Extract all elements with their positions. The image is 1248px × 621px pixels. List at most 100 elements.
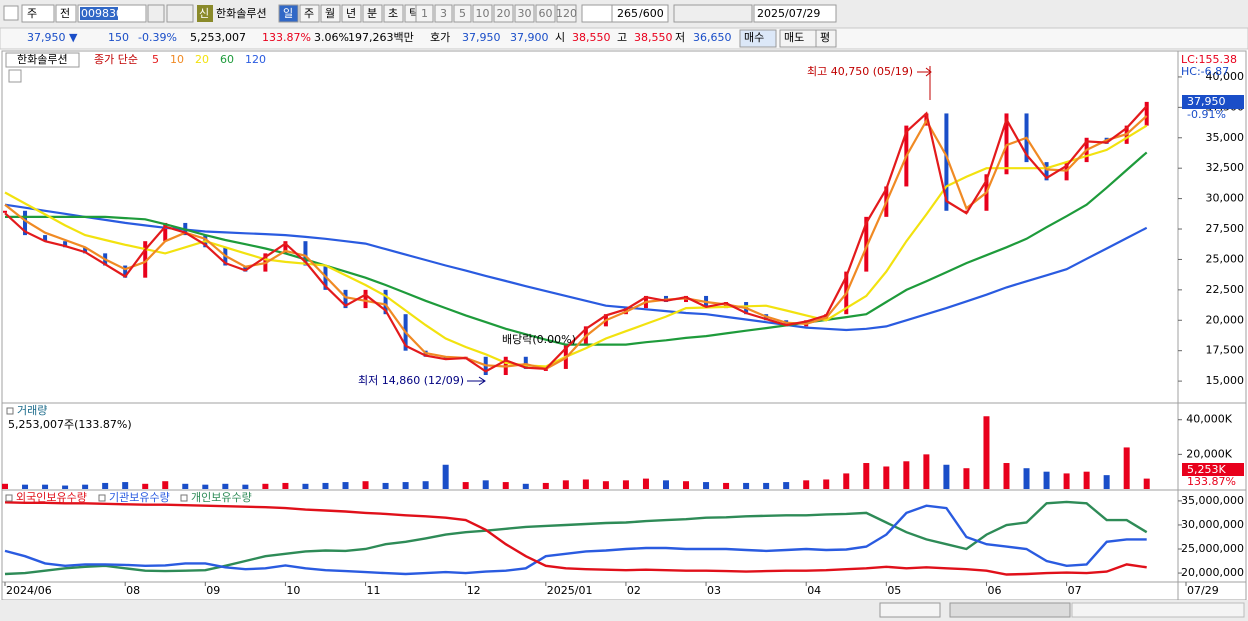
drawing-tools[interactable] bbox=[1071, 602, 1245, 618]
legend-name-box bbox=[5, 52, 80, 68]
quote-ask: 37,950 bbox=[462, 31, 501, 44]
quote-high-label: 고 bbox=[617, 31, 627, 44]
quote-high: 38,550 bbox=[634, 31, 673, 44]
volume-bar bbox=[242, 484, 249, 489]
interval-btn[interactable] bbox=[472, 4, 493, 23]
y-tick-label: 20,000K bbox=[1186, 447, 1232, 460]
volume-bar bbox=[202, 484, 209, 489]
quote-button[interactable] bbox=[739, 29, 777, 48]
period-btn[interactable] bbox=[362, 4, 383, 23]
period-btn[interactable] bbox=[299, 4, 320, 23]
period-btn[interactable] bbox=[383, 4, 404, 23]
y-tick-label: 25,000 bbox=[1206, 252, 1245, 265]
interval-btn[interactable] bbox=[453, 4, 472, 23]
price-bar bbox=[163, 222, 168, 242]
legend-item: 개인보유수량 bbox=[191, 491, 252, 504]
hc-label: HC:-6.87 bbox=[1181, 65, 1229, 78]
volume-bar bbox=[502, 482, 509, 489]
last-price: 37,950 bbox=[1187, 95, 1226, 108]
count: 265 bbox=[617, 7, 638, 20]
volume-bar bbox=[783, 482, 790, 489]
volume-bar bbox=[462, 482, 469, 489]
prefix-select[interactable] bbox=[55, 4, 77, 23]
quote-bid: 37,900 bbox=[510, 31, 549, 44]
last-price-box bbox=[1182, 95, 1244, 109]
interval-btn[interactable] bbox=[535, 4, 556, 23]
legend-item: 기관보유수량 bbox=[109, 491, 170, 504]
volume-bar bbox=[903, 461, 910, 489]
scroll-thumb[interactable] bbox=[949, 602, 1071, 618]
menu-icon[interactable] bbox=[3, 5, 19, 21]
series-line bbox=[5, 151, 1148, 346]
quote-turnover: 3.06% bbox=[314, 31, 349, 44]
volume-bar bbox=[222, 483, 229, 489]
interval: 10 bbox=[476, 7, 490, 20]
table-icon[interactable] bbox=[8, 69, 22, 83]
y-tick-label: 30,000 bbox=[1206, 192, 1245, 205]
period: 분 bbox=[367, 7, 377, 20]
tool-icons[interactable] bbox=[673, 4, 753, 23]
x-tick-label: 05 bbox=[887, 584, 901, 597]
volume-bar bbox=[142, 483, 149, 489]
y-tick-label: 17,500 bbox=[1206, 344, 1245, 357]
volume-bar bbox=[582, 479, 589, 489]
count-box[interactable] bbox=[611, 4, 669, 23]
y-tick-label: 32,500 bbox=[1206, 161, 1245, 174]
quote-price: 37,950 ▼ bbox=[27, 31, 78, 44]
scroll-buttons[interactable] bbox=[879, 602, 941, 618]
right-axis-area bbox=[1177, 50, 1247, 601]
volume-bar bbox=[122, 482, 129, 489]
quote-rate: -0.39% bbox=[138, 31, 177, 44]
lc-label: LC:155.38 bbox=[1181, 53, 1237, 66]
interval: 3 bbox=[440, 7, 447, 20]
volume-bar bbox=[963, 468, 970, 489]
volume-bar bbox=[562, 480, 569, 489]
legend-item: 120 bbox=[245, 53, 266, 66]
legend-square bbox=[98, 494, 106, 502]
period-btn[interactable] bbox=[278, 4, 299, 23]
interval: 60 bbox=[539, 7, 553, 20]
legend-title: 종가 단순 bbox=[94, 53, 138, 66]
quote-open: 38,550 bbox=[572, 31, 611, 44]
volume-bar bbox=[943, 464, 950, 489]
search-btn[interactable] bbox=[147, 4, 165, 23]
interval-btn[interactable] bbox=[415, 4, 434, 23]
quote-button[interactable] bbox=[815, 29, 837, 48]
period: 월 bbox=[325, 7, 335, 20]
interval-btn[interactable] bbox=[514, 4, 535, 23]
interval-btn[interactable] bbox=[434, 4, 453, 23]
sound-btn[interactable] bbox=[166, 4, 194, 23]
market-select[interactable] bbox=[21, 4, 55, 23]
volume-bar bbox=[863, 463, 870, 489]
quote-low: 36,650 bbox=[693, 31, 732, 44]
interval-btn[interactable] bbox=[556, 4, 577, 23]
series-line bbox=[4, 500, 1148, 576]
volume-bar bbox=[62, 485, 69, 489]
volume-bar bbox=[382, 482, 389, 489]
price-bar bbox=[944, 113, 949, 211]
legend-square bbox=[6, 407, 14, 415]
period: 년 bbox=[346, 7, 356, 20]
interval: 120 bbox=[556, 7, 577, 20]
price-bar bbox=[43, 235, 48, 242]
date-input[interactable] bbox=[753, 4, 837, 23]
quote-low-label: 저 bbox=[675, 31, 685, 44]
last-rate: -0.91% bbox=[1187, 108, 1226, 121]
y-tick-label: 15,000 bbox=[1206, 374, 1245, 387]
series-line bbox=[4, 115, 1148, 371]
period: 틱 bbox=[409, 7, 419, 20]
volume-bar bbox=[22, 484, 29, 489]
last-volume-ratio: 133.87% bbox=[1187, 475, 1236, 488]
volume-bar bbox=[362, 481, 369, 489]
legend-square bbox=[5, 494, 13, 502]
x-tick-label: 2025/01 bbox=[547, 584, 593, 597]
period-btn[interactable] bbox=[341, 4, 362, 23]
period-btn[interactable] bbox=[320, 4, 341, 23]
volume-bar bbox=[162, 481, 169, 489]
quote-change: 150 bbox=[108, 31, 129, 44]
price-bar bbox=[443, 356, 448, 360]
interval-btn[interactable] bbox=[493, 4, 514, 23]
y-tick-label: 25,000,000 bbox=[1181, 542, 1244, 555]
volume-bar bbox=[923, 454, 930, 489]
volume-bar bbox=[1143, 478, 1150, 489]
